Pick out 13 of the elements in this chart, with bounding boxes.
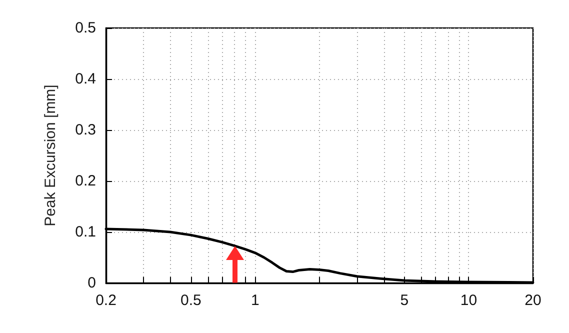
y-tick-label: 0 — [88, 274, 96, 292]
x-tick-label: 20 — [524, 292, 542, 309]
y-tick-label: 0.1 — [75, 224, 96, 240]
x-tick-label: 10 — [460, 292, 478, 309]
x-tick-label: 0.5 — [180, 292, 202, 309]
y-tick-label: 0.3 — [75, 122, 96, 138]
x-tick-label: 5 — [400, 292, 409, 309]
y-axis-title: Peak Excursion [mm] — [42, 84, 59, 226]
y-tick-label: 0.5 — [75, 20, 96, 36]
x-tick-label: 1 — [251, 292, 260, 309]
y-tick-label: 0.2 — [75, 172, 96, 190]
x-tick-label: 0.2 — [96, 292, 116, 309]
y-tick-label: 0.4 — [75, 70, 96, 88]
